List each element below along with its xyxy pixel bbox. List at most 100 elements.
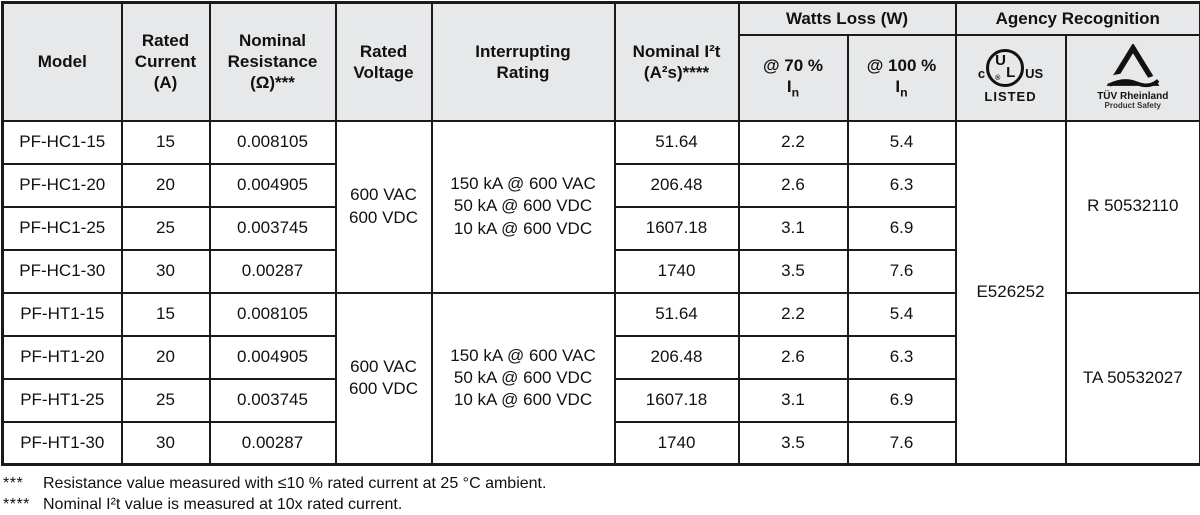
in-symbol: In bbox=[742, 76, 845, 101]
footnote-marker: **** bbox=[3, 494, 43, 515]
voltage-line: 600 VDC bbox=[339, 207, 429, 229]
current-cell: 20 bbox=[122, 336, 210, 379]
model-cell: PF-HC1-25 bbox=[3, 207, 122, 250]
current-cell: 20 bbox=[122, 164, 210, 207]
resistance-cell: 0.004905 bbox=[210, 164, 336, 207]
header-line: Voltage bbox=[339, 62, 429, 83]
header-line: Current bbox=[125, 51, 207, 72]
watts-70-cell: 3.5 bbox=[739, 250, 848, 293]
model-cell: PF-HT1-25 bbox=[3, 379, 122, 422]
ul-listed-label: LISTED bbox=[984, 89, 1036, 105]
interrupting-rating-cell: 150 kA @ 600 VAC 50 kA @ 600 VDC 10 kA @… bbox=[432, 121, 615, 293]
tuv-cert-cell: R 50532110 bbox=[1066, 121, 1200, 293]
model-cell: PF-HT1-20 bbox=[3, 336, 122, 379]
interrupting-line: 10 kA @ 600 VDC bbox=[435, 218, 612, 240]
header-line: Interrupting bbox=[435, 41, 612, 62]
model-cell: PF-HC1-20 bbox=[3, 164, 122, 207]
interrupting-rating-cell: 150 kA @ 600 VAC 50 kA @ 600 VDC 10 kA @… bbox=[432, 293, 615, 465]
col-header-interrupting-rating: Interrupting Rating bbox=[432, 3, 615, 121]
col-header-tuv-mark: TÜV Rheinland Product Safety bbox=[1066, 35, 1200, 121]
col-header-model-label: Model bbox=[38, 52, 87, 71]
current-cell: 15 bbox=[122, 121, 210, 164]
header-line: Rating bbox=[435, 62, 612, 83]
i2t-cell: 1607.18 bbox=[615, 379, 739, 422]
footnote-text: Resistance value measured with ≤10 % rat… bbox=[43, 473, 546, 494]
watts-100-cell: 5.4 bbox=[848, 293, 956, 336]
header-line: (A) bbox=[125, 72, 207, 93]
interrupting-line: 50 kA @ 600 VDC bbox=[435, 367, 612, 389]
tuv-subtitle-label: Product Safety bbox=[1105, 102, 1161, 111]
watts-100-cell: 7.6 bbox=[848, 250, 956, 293]
col-header-ul-mark: c U L ® US LISTED bbox=[956, 35, 1066, 121]
watts-100-cell: 5.4 bbox=[848, 121, 956, 164]
tuv-triangle-icon bbox=[1106, 44, 1160, 90]
resistance-cell: 0.004905 bbox=[210, 336, 336, 379]
header-line: (A²s)**** bbox=[618, 62, 736, 83]
header-line: Rated bbox=[339, 41, 429, 62]
resistance-cell: 0.00287 bbox=[210, 250, 336, 293]
current-cell: 30 bbox=[122, 422, 210, 465]
header-line: (Ω)*** bbox=[213, 72, 333, 93]
rated-voltage-cell: 600 VAC 600 VDC bbox=[336, 293, 432, 465]
model-cell: PF-HT1-30 bbox=[3, 422, 122, 465]
col-header-agency-recognition: Agency Recognition bbox=[956, 3, 1200, 35]
tuv-rheinland-icon: TÜV Rheinland Product Safety bbox=[1097, 44, 1168, 111]
watts-loss-label: Watts Loss (W) bbox=[786, 9, 908, 28]
ul-c-label: c bbox=[978, 66, 985, 82]
resistance-cell: 0.008105 bbox=[210, 121, 336, 164]
header-line: Resistance bbox=[213, 51, 333, 72]
i2t-cell: 1740 bbox=[615, 250, 739, 293]
ul-us-label: US bbox=[1025, 66, 1043, 82]
interrupting-line: 10 kA @ 600 VDC bbox=[435, 389, 612, 411]
i2t-cell: 1607.18 bbox=[615, 207, 739, 250]
ul-mark-row: c U L ® US bbox=[978, 49, 1043, 87]
i2t-cell: 206.48 bbox=[615, 164, 739, 207]
i2t-cell: 51.64 bbox=[615, 293, 739, 336]
watts-70-cell: 2.2 bbox=[739, 121, 848, 164]
header-line: @ 70 % bbox=[742, 55, 845, 76]
i2t-cell: 51.64 bbox=[615, 121, 739, 164]
watts-70-cell: 2.6 bbox=[739, 164, 848, 207]
watts-100-cell: 6.9 bbox=[848, 207, 956, 250]
current-cell: 25 bbox=[122, 379, 210, 422]
current-cell: 30 bbox=[122, 250, 210, 293]
model-cell: PF-HC1-15 bbox=[3, 121, 122, 164]
footnote-marker: *** bbox=[3, 473, 43, 494]
col-header-rated-current: Rated Current (A) bbox=[122, 3, 210, 121]
in-subscript: n bbox=[792, 85, 799, 99]
watts-70-cell: 2.6 bbox=[739, 336, 848, 379]
resistance-cell: 0.00287 bbox=[210, 422, 336, 465]
col-header-nominal-resistance: Nominal Resistance (Ω)*** bbox=[210, 3, 336, 121]
ul-circle-icon: U L ® bbox=[986, 49, 1024, 87]
col-header-watts-70: @ 70 % In bbox=[739, 35, 848, 121]
voltage-line: 600 VDC bbox=[339, 378, 429, 400]
ul-registered-mark: ® bbox=[995, 75, 1000, 82]
in-symbol: In bbox=[851, 76, 953, 101]
col-header-model: Model bbox=[3, 3, 122, 121]
footnote-resistance: *** Resistance value measured with ≤10 %… bbox=[3, 473, 1200, 494]
interrupting-line: 50 kA @ 600 VDC bbox=[435, 195, 612, 217]
watts-70-cell: 2.2 bbox=[739, 293, 848, 336]
ul-letter-u: U bbox=[995, 53, 1006, 68]
i2t-cell: 1740 bbox=[615, 422, 739, 465]
fuse-spec-table: Model Rated Current (A) Nominal Resistan… bbox=[1, 1, 1200, 466]
watts-100-cell: 6.9 bbox=[848, 379, 956, 422]
col-header-rated-voltage: Rated Voltage bbox=[336, 3, 432, 121]
ul-letter-l: L bbox=[1006, 65, 1015, 80]
col-header-watts-100: @ 100 % In bbox=[848, 35, 956, 121]
header-line: Nominal I²t bbox=[618, 41, 736, 62]
resistance-cell: 0.003745 bbox=[210, 379, 336, 422]
watts-70-cell: 3.5 bbox=[739, 422, 848, 465]
tuv-cert-cell: TA 50532027 bbox=[1066, 293, 1200, 465]
footnotes: *** Resistance value measured with ≤10 %… bbox=[3, 473, 1200, 515]
watts-100-cell: 6.3 bbox=[848, 336, 956, 379]
resistance-cell: 0.003745 bbox=[210, 207, 336, 250]
watts-100-cell: 7.6 bbox=[848, 422, 956, 465]
watts-100-cell: 6.3 bbox=[848, 164, 956, 207]
current-cell: 15 bbox=[122, 293, 210, 336]
model-cell: PF-HT1-15 bbox=[3, 293, 122, 336]
model-cell: PF-HC1-30 bbox=[3, 250, 122, 293]
voltage-line: 600 VAC bbox=[339, 184, 429, 206]
header-line: Rated bbox=[125, 30, 207, 51]
ul-listed-icon: c U L ® US LISTED bbox=[978, 49, 1043, 105]
